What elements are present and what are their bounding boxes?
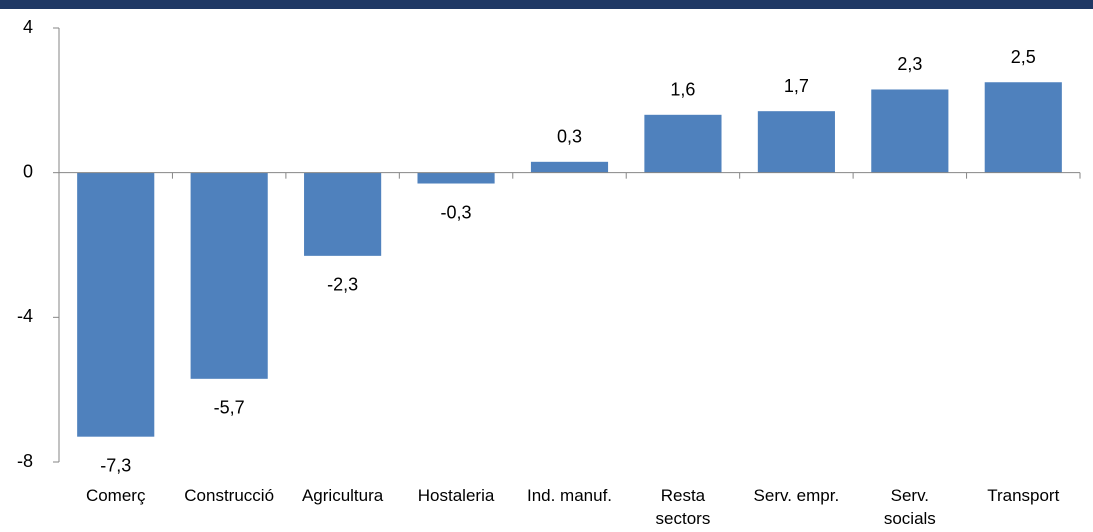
x-tick-label: Serv. empr. (753, 486, 840, 505)
x-tick-label: Hostaleria (417, 486, 495, 505)
bar (644, 114, 722, 173)
x-tick-label: Agricultura (301, 486, 384, 505)
y-tick-label: 4 (23, 17, 33, 37)
bar (304, 172, 382, 256)
x-tick-label: Serv. socials (883, 486, 936, 528)
value-label: -5,7 (214, 398, 245, 418)
bar (871, 89, 949, 173)
bar (417, 172, 495, 184)
value-label: -2,3 (327, 275, 358, 295)
value-label: 1,6 (670, 80, 695, 100)
value-label: 2,3 (897, 54, 922, 74)
bar (530, 161, 609, 173)
value-label: 1,7 (784, 76, 809, 96)
value-label: 0,3 (557, 127, 582, 147)
y-tick-label: -4 (17, 306, 33, 326)
bar (984, 82, 1062, 173)
x-tick-label: Construcció (184, 486, 275, 505)
y-tick-label: 0 (23, 161, 33, 181)
x-tick-label: Comerç (85, 486, 146, 505)
bar (757, 111, 835, 173)
x-tick-label: Transport (987, 486, 1060, 505)
value-label: -7,3 (100, 455, 131, 475)
value-label: -0,3 (441, 202, 472, 222)
bar (190, 172, 268, 379)
header-band (0, 0, 1093, 9)
bar (77, 172, 155, 437)
value-label: 2,5 (1011, 47, 1036, 67)
x-tick-label: Resta sectors (655, 486, 711, 528)
x-tick-label: Ind. manuf. (526, 486, 613, 505)
y-tick-label: -8 (17, 451, 33, 471)
